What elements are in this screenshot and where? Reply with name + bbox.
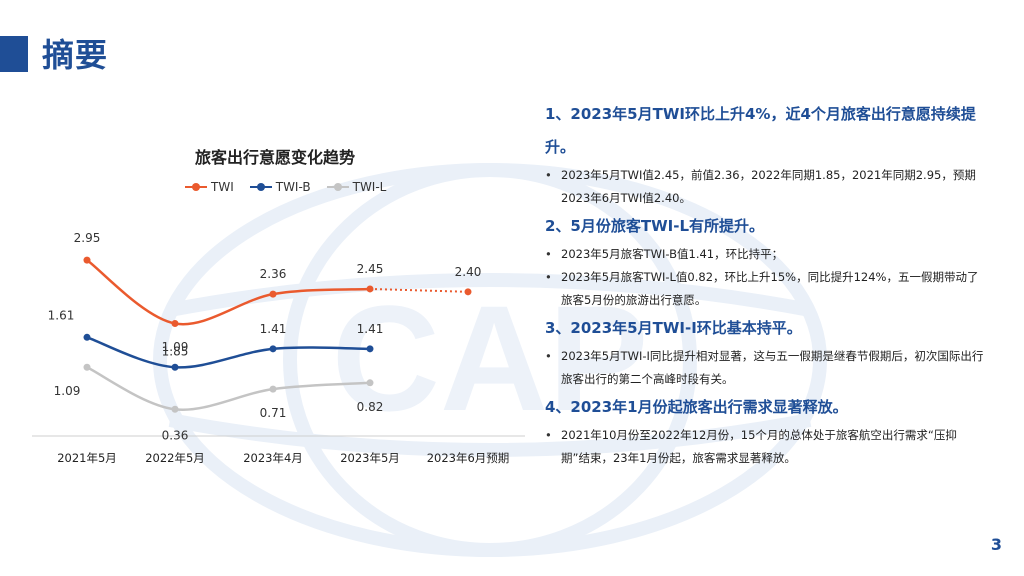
series-line-twi-l — [86, 366, 371, 411]
legend-item-twi: TWI — [185, 180, 234, 194]
summary-heading-3: 3、2023年5月TWI-I环比基本持平。 — [545, 319, 802, 337]
data-point-twi — [171, 319, 179, 327]
data-point-twi-l — [171, 405, 179, 413]
series-forecast-line-twi — [369, 287, 469, 293]
summary-heading-1: 1、2023年5月TWI环比上升4%，近4个月旅客出行意愿持续提升。 — [545, 105, 976, 156]
chart-legend: TWI TWI-B TWI-L — [185, 180, 386, 194]
legend-swatch-twi — [185, 182, 207, 192]
x-tick-label: 2023年6月预期 — [427, 451, 510, 465]
data-point-twi-b — [171, 363, 179, 371]
legend-swatch-twi-l — [326, 182, 349, 192]
data-point-twi-l — [83, 363, 91, 371]
data-point-twi — [269, 290, 277, 298]
summary-panel: 1、2023年5月TWI环比上升4%，近4个月旅客出行意愿持续提升。 2023年5… — [545, 98, 985, 470]
trend-chart: 旅客出行意愿变化趋势 TWI TWI-B TWI-L 2021年5月 2022年5… — [20, 130, 530, 490]
series-line-twi-b — [86, 336, 371, 369]
data-point-twi — [464, 288, 472, 296]
page-number: 3 — [990, 535, 1002, 554]
data-label-twi: 2.40 — [455, 265, 482, 279]
data-point-twi-b — [366, 345, 374, 353]
summary-bullet: 2023年5月旅客TWI-B值1.41，环比持平； — [545, 243, 985, 266]
chart-plot: 2021年5月 2022年5月 2023年4月 2023年5月 2023年6月预期 2.9… — [32, 231, 525, 465]
data-label-twi-b: 1.09 — [162, 340, 189, 354]
data-label-twi: 1.85 — [162, 344, 189, 358]
data-label-twi-b: 1.41 — [357, 322, 384, 336]
data-label-twi-l: 0.36 — [162, 428, 189, 442]
data-point-twi-l — [366, 379, 374, 387]
summary-bullet: 2023年5月TWI-I同比提升相对显著，这与五一假期是继春节假期后，初次国际出… — [545, 345, 985, 391]
legend-label-twi-l: TWI-L — [352, 180, 387, 194]
data-label-twi-l: 0.82 — [357, 400, 384, 414]
series-line-twi — [86, 259, 371, 326]
data-label-twi-b: 1.61 — [48, 308, 75, 322]
legend-label-twi: TWI — [211, 180, 234, 194]
x-tick-label: 2021年5月 — [57, 451, 117, 465]
summary-bullet: 2023年5月旅客TWI-L值0.82，环比上升15%，同比提升124%，五一假… — [545, 266, 985, 312]
data-label-twi: 2.36 — [260, 267, 287, 281]
data-label-twi-b: 1.41 — [260, 322, 287, 336]
summary-bullet: 2023年5月TWI值2.45，前值2.36，2022年同期1.85，2021年… — [545, 164, 985, 210]
page-title: 摘要 — [42, 36, 109, 74]
data-label-twi-l: 1.09 — [54, 384, 81, 398]
x-tick-label: 2023年5月 — [340, 451, 400, 465]
legend-label-twi-b: TWI-B — [275, 180, 311, 194]
x-tick-label: 2023年4月 — [243, 451, 303, 465]
title-accent-bar — [0, 36, 28, 72]
legend-swatch-twi-b — [249, 182, 272, 192]
data-point-twi-l — [269, 385, 277, 393]
summary-heading-2: 2、5月份旅客TWI-L有所提升。 — [545, 217, 765, 235]
summary-bullet: 2021年10月份至2022年12月份，15个月的总体处于旅客航空出行需求“压抑… — [545, 424, 985, 470]
chart-title: 旅客出行意愿变化趋势 — [194, 148, 355, 167]
data-point-twi-b — [269, 345, 277, 353]
data-label-twi: 2.95 — [74, 231, 101, 245]
legend-item-twi-b: TWI-B — [249, 180, 311, 194]
data-label-twi: 2.45 — [357, 262, 384, 276]
data-point-twi — [83, 256, 91, 264]
data-label-twi-l: 0.71 — [260, 406, 287, 420]
data-point-twi — [366, 285, 374, 293]
x-tick-label: 2022年5月 — [145, 451, 205, 465]
summary-heading-4: 4、2023年1月份起旅客出行需求显著释放。 — [545, 398, 848, 416]
legend-item-twi-l: TWI-L — [326, 180, 387, 194]
data-point-twi-b — [83, 333, 91, 341]
